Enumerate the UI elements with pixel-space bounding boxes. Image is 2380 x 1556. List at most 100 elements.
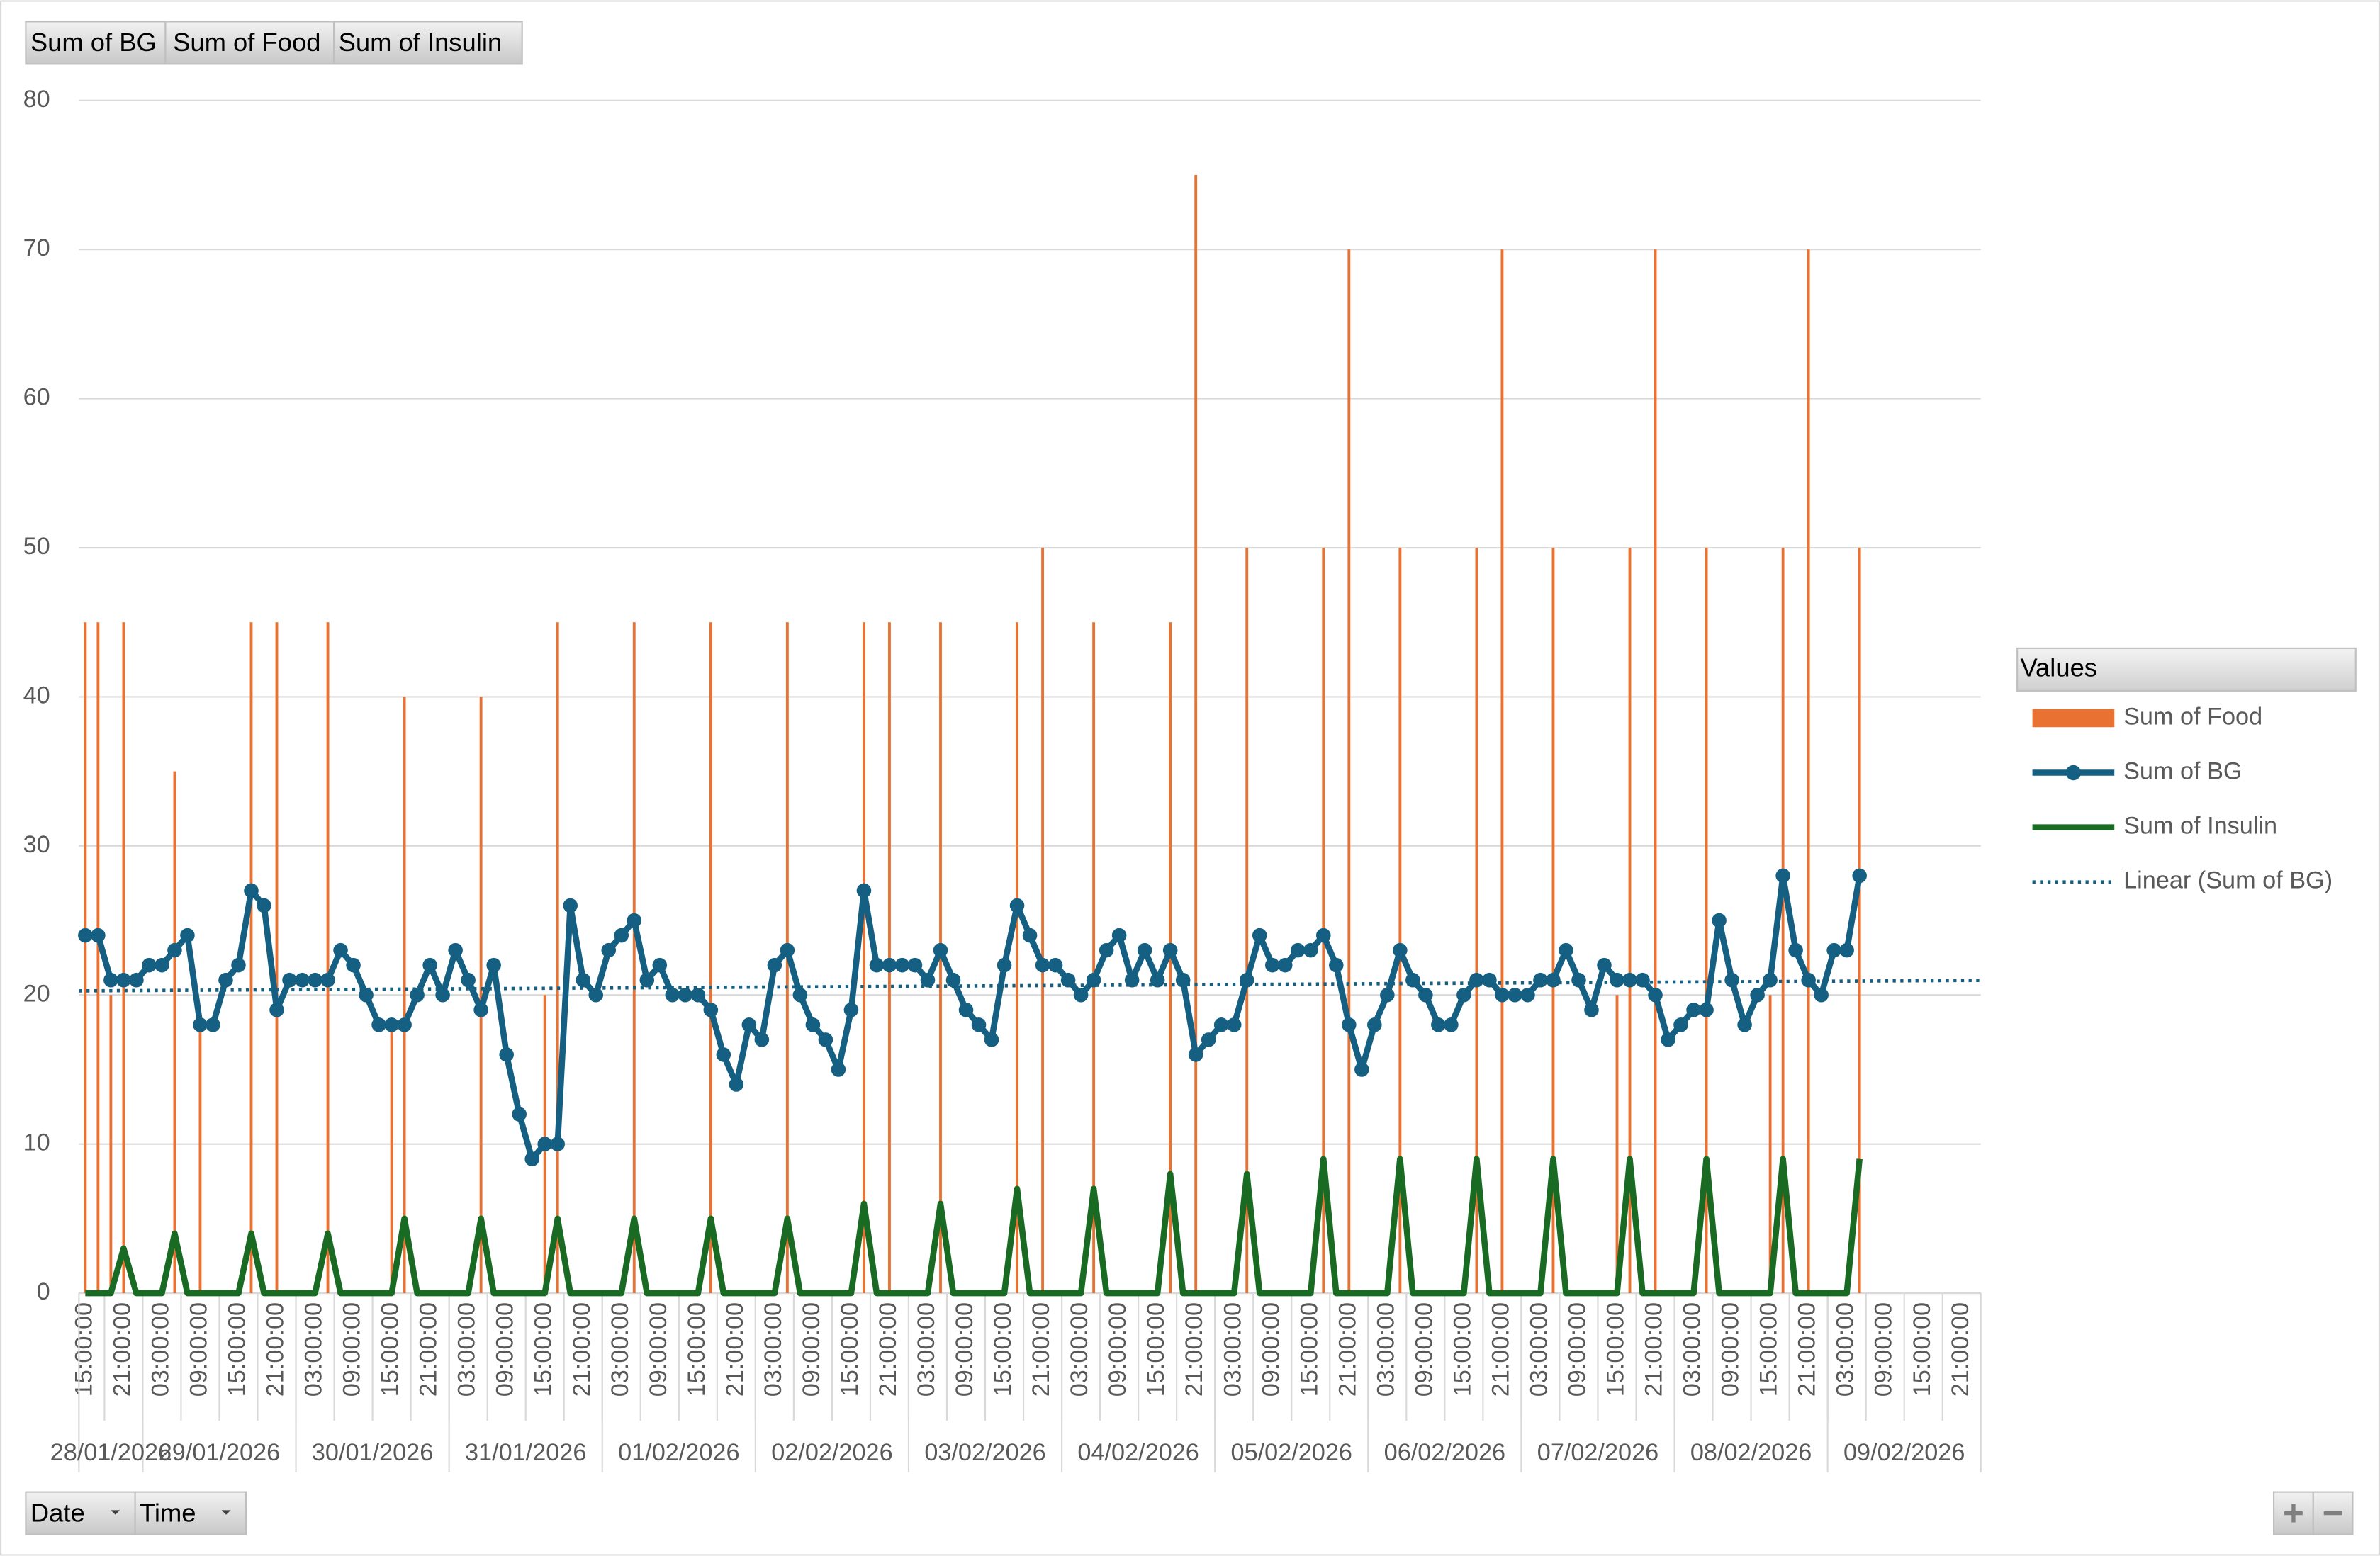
legend-label: Sum of BG [2123,758,2243,785]
bg-marker [1686,1003,1701,1017]
food-bar [1654,249,1657,1294]
food-bar [1807,249,1810,1294]
x-tick-label: 03:00:00 [147,1302,174,1397]
bg-marker [729,1077,744,1092]
field-button[interactable] [164,21,335,65]
food-bar [556,622,559,1294]
bg-marker [129,972,144,988]
date-label: 01/02/2026 [618,1439,739,1466]
bg-marker [1482,972,1497,988]
bg-marker [499,1047,514,1062]
date-label: 07/02/2026 [1537,1439,1658,1466]
x-tick-label: 03:00:00 [1372,1302,1399,1397]
bg-marker [1329,957,1344,973]
x-tick-label: 09:00:00 [951,1302,978,1397]
bg-marker [1252,928,1267,943]
food-bar [109,995,113,1294]
bg-marker [231,957,246,973]
legend-label: Linear (Sum of BG) [2123,867,2333,894]
date-label: 03/02/2026 [924,1439,1045,1466]
food-bar [1500,249,1504,1294]
bg-marker [1022,928,1038,943]
bg-marker [206,1017,220,1032]
legend-title[interactable]: Values [2020,653,2097,682]
bg-marker [1571,972,1586,988]
bg-marker [448,942,463,958]
bg-marker [678,987,693,1003]
bg-marker [958,1003,974,1017]
date-label: 02/02/2026 [771,1439,892,1466]
bg-marker [1661,1032,1675,1047]
field-button-label[interactable]: Sum of Insulin [339,28,503,57]
bg-marker [1213,1017,1229,1032]
bg-marker [920,972,936,988]
bg-marker [1150,972,1165,988]
bg-marker [320,972,335,988]
bg-marker [997,957,1012,973]
field-button-label[interactable]: Sum of Food [173,28,320,57]
bg-marker [308,972,322,988]
bg-marker [295,972,310,988]
x-tick-label: 03:00:00 [760,1302,787,1397]
bg-marker [767,957,782,973]
x-tick-label: 15:00:00 [530,1302,557,1397]
bg-marker [1073,987,1089,1003]
bg-marker [627,913,642,928]
axis-field-button-label[interactable]: Date [30,1498,85,1527]
bg-marker [384,1017,399,1032]
bg-marker [1801,972,1816,988]
field-button-label[interactable]: Sum of BG [30,28,157,57]
bg-marker [1316,928,1331,943]
bg-marker [869,957,885,973]
x-tick-label: 21:00:00 [1334,1302,1361,1397]
food-bar [709,622,712,1294]
zoom-buttons [2273,1491,2354,1535]
bg-marker [116,972,131,988]
food-bar [1858,548,1861,1294]
axis-field-button-label[interactable]: Time [140,1498,196,1527]
x-tick-label: 15:00:00 [1909,1302,1936,1397]
bg-marker [1737,1017,1752,1032]
x-tick-label: 03:00:00 [1832,1302,1859,1397]
bg-marker [780,942,795,958]
bg-marker [1750,987,1765,1003]
bg-marker [1788,942,1803,958]
date-label: 04/02/2026 [1077,1439,1199,1466]
y-tick-label: 30 [23,831,50,858]
food-bar [390,1025,393,1294]
bg-marker [1839,942,1854,958]
bg-marker [1763,972,1778,988]
x-tick-label: 15:00:00 [1449,1302,1476,1397]
bg-marker [1380,987,1395,1003]
bg-marker [1814,987,1829,1003]
bg-marker [1009,898,1025,913]
bg-marker [1111,928,1127,943]
bg-marker [665,987,680,1003]
field-button[interactable] [333,21,523,65]
dropdown-arrow[interactable] [221,1510,231,1515]
x-tick-label: 09:00:00 [1410,1302,1437,1397]
legend: Values Sum of Food Sum of BG Sum of Insuli… [2016,647,2357,894]
bg-marker [103,972,118,988]
bg-marker [690,987,706,1003]
bg-marker [461,972,476,988]
plus-icon[interactable] [2284,1504,2303,1523]
field-button[interactable] [25,21,167,65]
food-bar [1092,622,1096,1294]
food-bar [632,622,636,1294]
axis-field-buttons: Date Time [25,1491,247,1535]
bg-marker [1533,972,1548,988]
food-bar [403,697,406,1294]
bg-marker [1393,942,1408,958]
food-bar [1781,548,1785,1294]
bg-marker [1060,972,1076,988]
x-tick-label: 15:00:00 [836,1302,863,1397]
food-bar [1475,548,1478,1294]
legend-header[interactable] [2016,647,2357,692]
date-label: 05/02/2026 [1231,1439,1352,1466]
bg-marker [856,883,872,898]
date-label: 29/01/2026 [159,1439,280,1466]
legend-label: Sum of Food [2123,703,2262,730]
bg-marker [1648,987,1663,1003]
dropdown-arrow[interactable] [111,1510,120,1515]
